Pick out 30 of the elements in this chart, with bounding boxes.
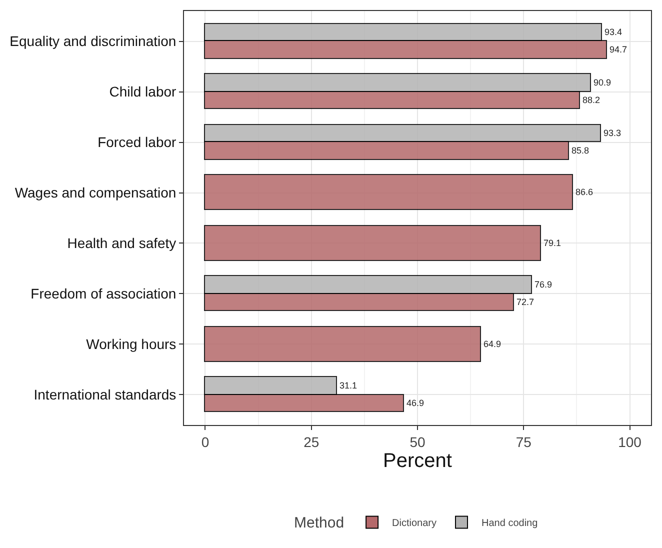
y-tick-label: Freedom of association [30,286,176,302]
data-label: 86.6 [576,187,594,197]
data-label: 31.1 [340,380,358,390]
data-label: 93.4 [604,27,622,37]
x-axis-title: Percent [383,450,452,472]
y-tick-label: International standards [34,386,176,403]
data-label: 76.9 [534,280,552,290]
data-label: 72.7 [516,297,534,307]
data-label: 93.3 [604,128,622,138]
legend-label: Dictionary [392,518,437,530]
y-tick-label: Equality and discrimination [10,33,176,50]
y-tick-label: Child labor [109,84,177,100]
y-tick-label: Forced labor [98,134,177,150]
data-label: 64.9 [484,339,502,349]
legend-label: Hand coding [482,518,538,530]
data-label: 85.8 [572,146,590,156]
x-tick-label: 75 [516,434,532,450]
x-tick-label: 0 [201,434,210,450]
y-tick-label: Working hours [86,336,176,352]
x-tick-label: 50 [410,434,426,450]
data-label: 46.9 [406,398,424,408]
x-tick-label: 25 [304,434,320,450]
y-tick-label: Wages and compensation [14,184,176,201]
data-label: 90.9 [594,78,612,88]
data-label: 88.2 [582,95,600,105]
data-label: 94.7 [610,44,628,54]
x-tick-label: 100 [618,434,642,450]
legend-title: Method [294,514,344,532]
data-label: 79.1 [544,238,562,248]
y-tick-label: Health and safety [67,235,176,252]
